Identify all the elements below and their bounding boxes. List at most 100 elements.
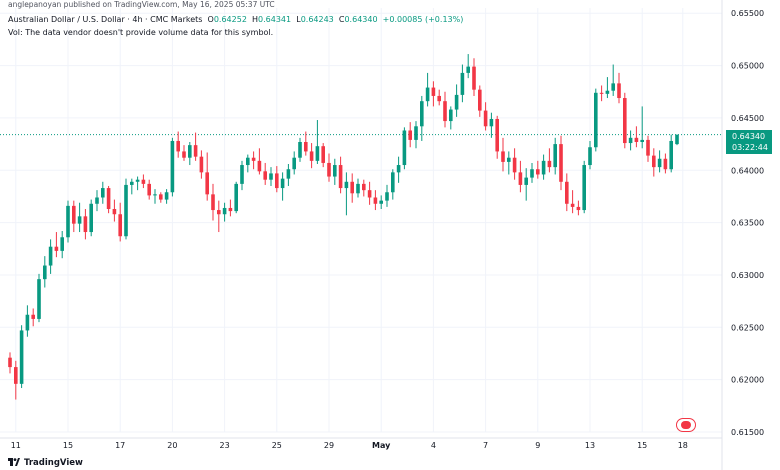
- candle-body: [396, 165, 401, 173]
- y-tick-label: 0.61500: [731, 428, 764, 437]
- candle-body: [246, 157, 250, 166]
- candle-body: [437, 95, 441, 102]
- x-tick-label: 23: [220, 441, 230, 450]
- candle-body: [594, 92, 598, 148]
- candle-body: [292, 157, 296, 170]
- candle-body: [495, 118, 499, 152]
- candle-body: [141, 179, 146, 184]
- candle-body: [164, 192, 169, 200]
- candle-body: [431, 87, 436, 96]
- x-tick-label: 7: [483, 441, 488, 450]
- candle-body: [565, 181, 569, 204]
- last-price-value: 0.64340: [732, 131, 766, 141]
- open-label: O: [207, 15, 214, 24]
- candle-body: [54, 246, 59, 251]
- x-tick-label: 4: [431, 441, 436, 450]
- candle-body: [536, 169, 540, 175]
- candle-body: [483, 110, 488, 127]
- candle-body: [524, 177, 528, 185]
- candle-body: [130, 181, 134, 185]
- candle-body: [559, 144, 563, 182]
- candle-body: [414, 126, 418, 140]
- candle-body: [321, 146, 325, 163]
- candle-body: [135, 179, 140, 182]
- candle-body: [8, 357, 12, 368]
- y-tick-label: 0.63000: [731, 271, 764, 280]
- candle-body: [89, 203, 93, 233]
- candle-body: [588, 147, 592, 166]
- candle-body: [582, 165, 586, 211]
- candle-body: [570, 203, 575, 207]
- candle-body: [147, 183, 151, 196]
- candle-body: [77, 216, 82, 224]
- x-tick-label: 25: [272, 441, 282, 450]
- published-caption: anglepanoyan published on TradingView.co…: [8, 0, 275, 9]
- x-tick-label: 13: [585, 441, 595, 450]
- candle-body: [449, 109, 453, 122]
- candle-body: [634, 137, 639, 143]
- candle-body: [333, 165, 337, 177]
- candle-body: [304, 142, 308, 152]
- high-label: H: [252, 15, 259, 24]
- candle-body: [257, 160, 262, 172]
- candle-body: [112, 209, 117, 215]
- candle-body: [472, 66, 476, 90]
- candle-body: [327, 162, 331, 177]
- candle-body: [309, 151, 314, 161]
- candle-body: [275, 173, 279, 189]
- candle-body: [315, 146, 320, 161]
- candle-body: [170, 140, 175, 193]
- candle-body: [385, 192, 389, 201]
- candle-body: [628, 137, 633, 144]
- candle-body: [646, 139, 650, 156]
- candle-body: [553, 144, 557, 168]
- candle-body: [605, 90, 610, 94]
- candle-body: [489, 118, 494, 127]
- candle-body: [182, 151, 186, 158]
- candle-body: [72, 205, 76, 224]
- candle-body: [280, 178, 285, 189]
- candle-body: [228, 207, 233, 212]
- candle-body: [193, 145, 198, 157]
- y-tick-label: 0.62000: [731, 376, 764, 385]
- candle-body: [199, 156, 204, 173]
- candle-body: [83, 216, 88, 233]
- y-tick-label: 0.62500: [731, 323, 764, 332]
- candle-body: [118, 214, 122, 237]
- candle-body: [466, 66, 470, 73]
- candle-body: [460, 72, 465, 95]
- candle-body: [269, 173, 273, 180]
- candle-body: [373, 197, 378, 204]
- candle-body: [222, 207, 227, 215]
- candle-body: [454, 94, 459, 110]
- low-value: 0.64243: [300, 15, 334, 24]
- candle-body: [66, 205, 70, 238]
- y-tick-label: 0.64500: [731, 114, 764, 123]
- candle-body: [298, 142, 302, 158]
- candle-body: [101, 188, 105, 198]
- candle-body: [356, 183, 360, 194]
- candle-body: [25, 314, 30, 331]
- candle-body: [43, 265, 47, 280]
- candle-body: [640, 139, 644, 143]
- scroll-to-realtime-button[interactable]: [676, 418, 696, 432]
- candle-body: [501, 151, 505, 162]
- candle-body: [362, 183, 366, 191]
- tradingview-logo-icon: [8, 458, 20, 466]
- x-tick-label: 15: [63, 441, 73, 450]
- tradingview-brand: TradingView: [8, 458, 83, 468]
- x-tick-label: 11: [11, 441, 21, 450]
- candle-body: [188, 145, 192, 158]
- candle-body: [669, 140, 673, 170]
- candle-body: [391, 172, 395, 193]
- y-tick-label: 0.64000: [731, 166, 764, 175]
- candle-body: [478, 89, 482, 111]
- candle-body: [37, 279, 41, 319]
- candle-body: [48, 246, 53, 266]
- high-value: 0.64341: [258, 15, 292, 24]
- candle-body: [159, 194, 163, 200]
- x-tick-label: 20: [167, 441, 177, 450]
- y-tick-label: 0.65000: [731, 62, 764, 71]
- candle-body: [240, 165, 244, 184]
